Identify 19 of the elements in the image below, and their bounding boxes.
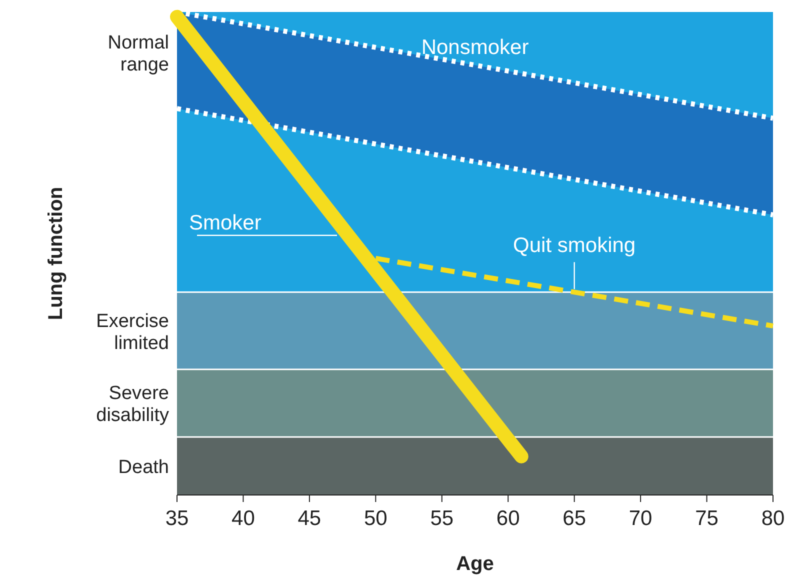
x-tick-label: 65 xyxy=(562,507,586,530)
annotation: Nonsmoker xyxy=(421,36,529,59)
x-tick-label: 55 xyxy=(430,507,454,530)
x-tick-label: 35 xyxy=(165,507,189,530)
x-tick-label: 50 xyxy=(364,507,388,530)
y-axis-title: Lung function xyxy=(45,186,67,320)
band-label: Exercise limited xyxy=(96,310,169,354)
x-tick-label: 75 xyxy=(695,507,718,530)
text: Normal range xyxy=(108,32,169,76)
x-tick-label: 70 xyxy=(628,507,652,530)
x-tick-label: 45 xyxy=(298,507,322,530)
x-tick-label: 40 xyxy=(232,507,255,530)
x-tick-label: 60 xyxy=(496,507,520,530)
series-label: Quit smoking xyxy=(513,234,636,258)
band-label: Death xyxy=(118,457,169,478)
x-tick-label: 80 xyxy=(761,507,785,530)
text: Smoker xyxy=(189,211,262,234)
x-axis-title: Age xyxy=(456,553,494,575)
band-label: Severe disability xyxy=(96,383,170,426)
